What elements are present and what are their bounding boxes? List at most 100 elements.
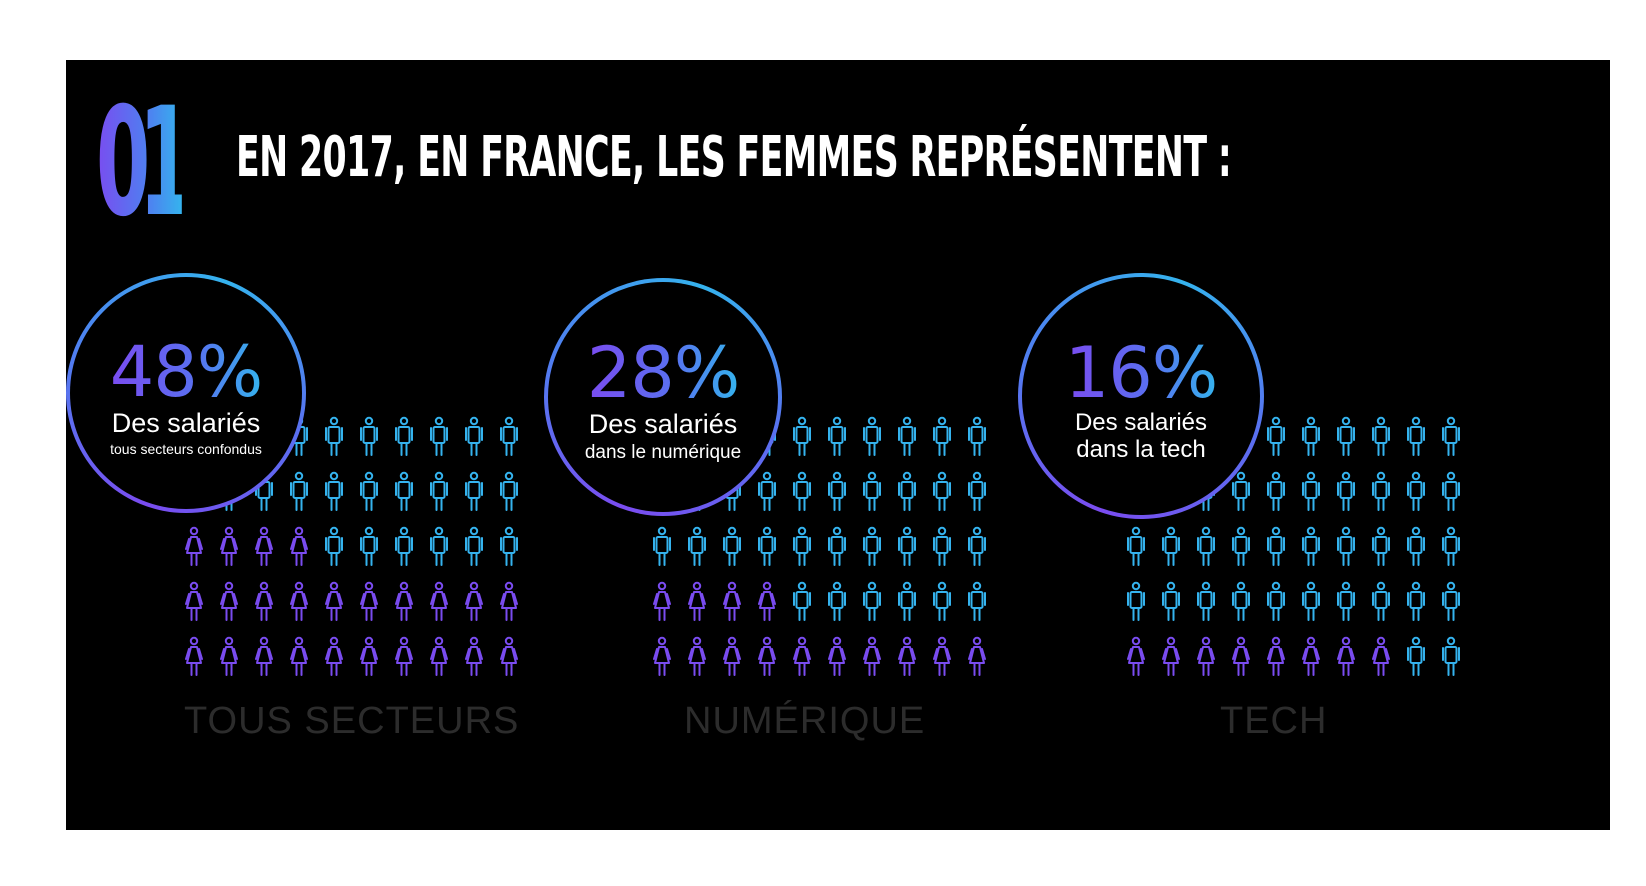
male-person-icon — [968, 581, 986, 621]
section-number: 01 — [96, 76, 193, 250]
male-person-icon — [1372, 471, 1390, 511]
male-person-icon — [828, 416, 846, 456]
male-person-icon — [898, 581, 916, 621]
male-person-icon — [653, 526, 671, 566]
sector-label-numerique: NUMÉRIQUE — [684, 700, 926, 742]
stat-subtitle: dans le numérique — [584, 442, 742, 464]
stat-subtitle: tous secteurs confondus — [110, 441, 262, 458]
male-person-icon — [430, 416, 448, 456]
female-person-icon — [863, 636, 881, 676]
male-person-icon — [968, 526, 986, 566]
male-person-icon — [1442, 416, 1460, 456]
female-person-icon — [255, 581, 273, 621]
female-person-icon — [395, 581, 413, 621]
female-person-icon — [793, 636, 811, 676]
male-person-icon — [1407, 581, 1425, 621]
male-person-icon — [360, 416, 378, 456]
male-person-icon — [465, 416, 483, 456]
male-person-icon — [1442, 636, 1460, 676]
male-person-icon — [793, 471, 811, 511]
female-person-icon — [1337, 636, 1355, 676]
female-person-icon — [220, 581, 238, 621]
male-person-icon — [1127, 581, 1145, 621]
male-person-icon — [1267, 526, 1285, 566]
male-person-icon — [1162, 581, 1180, 621]
female-person-icon — [1372, 636, 1390, 676]
male-person-icon — [395, 526, 413, 566]
female-person-icon — [1232, 636, 1250, 676]
page-title: EN 2017, EN FRANCE, LES FEMMES REPRÉSENT… — [236, 125, 1232, 190]
male-person-icon — [828, 581, 846, 621]
male-person-icon — [758, 471, 776, 511]
stat-description: Des salariés — [111, 407, 261, 438]
female-person-icon — [465, 636, 483, 676]
stat-description: Des salariés — [588, 408, 738, 439]
male-person-icon — [1302, 581, 1320, 621]
male-person-icon — [1407, 416, 1425, 456]
male-person-icon — [1337, 471, 1355, 511]
male-person-icon — [360, 526, 378, 566]
male-person-icon — [1442, 471, 1460, 511]
male-person-icon — [395, 471, 413, 511]
female-person-icon — [500, 636, 518, 676]
female-person-icon — [1162, 636, 1180, 676]
female-person-icon — [430, 636, 448, 676]
male-person-icon — [360, 471, 378, 511]
male-person-icon — [1372, 526, 1390, 566]
male-person-icon — [933, 581, 951, 621]
male-person-icon — [1407, 636, 1425, 676]
male-person-icon — [1442, 526, 1460, 566]
male-person-icon — [1197, 526, 1215, 566]
female-person-icon — [430, 581, 448, 621]
female-person-icon — [968, 636, 986, 676]
male-person-icon — [898, 416, 916, 456]
male-person-icon — [430, 471, 448, 511]
male-person-icon — [1232, 526, 1250, 566]
female-person-icon — [1127, 636, 1145, 676]
male-person-icon — [1372, 416, 1390, 456]
female-person-icon — [500, 581, 518, 621]
male-person-icon — [793, 581, 811, 621]
female-person-icon — [395, 636, 413, 676]
female-person-icon — [185, 581, 203, 621]
male-person-icon — [898, 526, 916, 566]
male-person-icon — [1337, 581, 1355, 621]
male-person-icon — [968, 416, 986, 456]
female-person-icon — [758, 636, 776, 676]
male-person-icon — [933, 471, 951, 511]
female-person-icon — [290, 526, 308, 566]
stat-circle-tous-secteurs: 48% Des salariés tous secteurs confondus — [66, 273, 306, 513]
male-person-icon — [898, 471, 916, 511]
male-person-icon — [325, 416, 343, 456]
male-person-icon — [325, 471, 343, 511]
male-person-icon — [828, 471, 846, 511]
female-person-icon — [220, 636, 238, 676]
stat-circle-numerique: 28% Des salariés dans le numérique — [544, 278, 782, 516]
male-person-icon — [1267, 581, 1285, 621]
male-person-icon — [1407, 471, 1425, 511]
male-person-icon — [863, 526, 881, 566]
percent-value: 48% — [109, 330, 264, 413]
stat-description: Des salariés — [1074, 408, 1208, 436]
female-person-icon — [465, 581, 483, 621]
female-person-icon — [325, 636, 343, 676]
male-person-icon — [1267, 416, 1285, 456]
male-person-icon — [1442, 581, 1460, 621]
female-person-icon — [325, 581, 343, 621]
male-person-icon — [465, 471, 483, 511]
stat-subtitle: dans la tech — [1076, 436, 1206, 463]
male-person-icon — [500, 526, 518, 566]
male-person-icon — [1302, 416, 1320, 456]
female-person-icon — [255, 526, 273, 566]
male-person-icon — [933, 416, 951, 456]
male-person-icon — [968, 471, 986, 511]
male-person-icon — [723, 526, 741, 566]
female-person-icon — [828, 636, 846, 676]
male-person-icon — [290, 471, 308, 511]
female-person-icon — [1267, 636, 1285, 676]
female-person-icon — [255, 636, 273, 676]
male-person-icon — [863, 581, 881, 621]
female-person-icon — [220, 526, 238, 566]
male-person-icon — [688, 526, 706, 566]
female-person-icon — [723, 581, 741, 621]
